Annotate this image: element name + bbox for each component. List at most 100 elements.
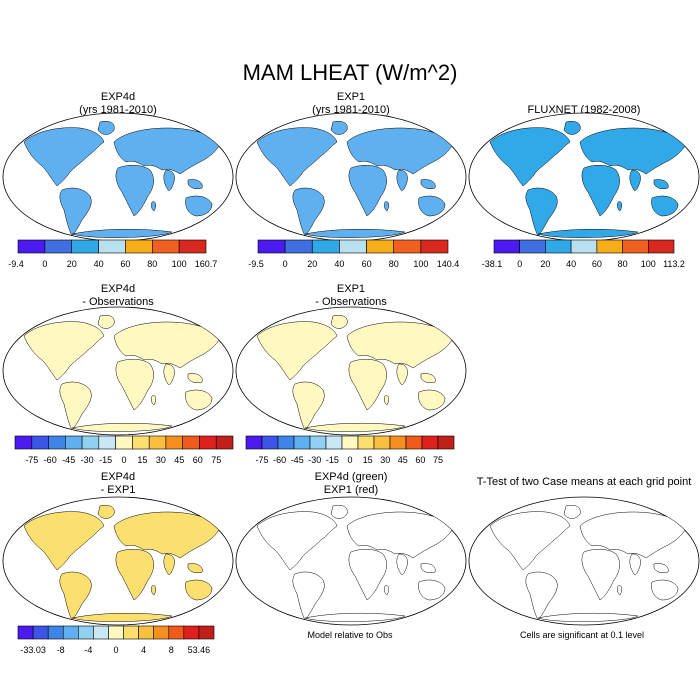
panel-title-exp1-minus-obs-0: EXP1 (337, 283, 365, 295)
colorbar-tick-label: 4 (141, 645, 146, 655)
colorbar-tick-label: 100 (172, 259, 187, 269)
panel-fluxnet: FLUXNET (1982-2008) -38.1 0 20 40 60 80 100 113.… (468, 104, 700, 269)
colorbar-swatch (152, 239, 180, 254)
colorbar-swatch (277, 435, 295, 450)
map-exp1-minus-obs (235, 306, 467, 436)
panel-title-exp1-1: (yrs 1981-2010) (312, 104, 390, 116)
colorbar-swatch (182, 435, 200, 450)
colorbar-tick-label: 0 (347, 455, 352, 465)
panel-exp4d: EXP4d(yrs 1981-2010) -9.4 0 20 40 60 80 100 160.… (2, 91, 234, 269)
colorbar-swatch (165, 435, 183, 450)
colorbar-swatch (98, 239, 126, 254)
colorbar-exp4d-minus-exp1: -33.03 -8 -4 0 4 8 53.46 (17, 625, 215, 655)
colorbar-swatch (183, 625, 200, 640)
colorbar-exp1: -9.5 0 20 40 60 80 100 140.4 (248, 239, 460, 269)
colorbar-swatch (62, 625, 79, 640)
colorbar-tick-label: 80 (618, 259, 628, 269)
colorbar-swatch (47, 625, 64, 640)
colorbar-swatch (138, 625, 155, 640)
colorbar-tick-label: 80 (389, 259, 399, 269)
colorbar-exp4d-minus-obs: -75 -60 -45 -30 -15 0 15 30 45 60 75 (14, 435, 234, 465)
map-t-test (468, 496, 700, 626)
colorbar-swatch (389, 435, 407, 450)
colorbar-swatch (168, 625, 185, 640)
panel-title-exp1-0: EXP1 (337, 91, 365, 103)
colorbar-tick-label: 53.46 (188, 645, 211, 655)
colorbar-swatch (148, 435, 167, 450)
colorbar-swatch (325, 435, 343, 450)
colorbar-tick-label: -4 (84, 645, 92, 655)
colorbar-tick-label: 30 (380, 455, 390, 465)
colorbar-tick-label: 30 (156, 455, 166, 465)
colorbar-swatch (647, 239, 675, 254)
colorbar-tick-label: 0 (517, 259, 522, 269)
colorbar-swatch (309, 435, 327, 450)
colorbar-tick-label: 15 (363, 455, 373, 465)
map-model-relative-to-obs (235, 496, 467, 626)
panel-title-exp1-minus-obs-1: - Observations (315, 296, 387, 308)
panel-title-exp4d-minus-obs-1: - Observations (82, 296, 154, 308)
panel-title-exp4d-minus-exp1-0: EXP4d (101, 471, 135, 483)
figure-title: MAM LHEAT (W/m^2) (243, 60, 458, 85)
colorbar-tick-label: -9.4 (8, 259, 24, 269)
map-exp1 (235, 112, 467, 242)
panel-title-t-test-0: T-Test of two Case means at each grid po… (477, 476, 692, 488)
colorbar-tick-label: 0 (42, 259, 47, 269)
colorbar-tick-label: -75 (25, 455, 38, 465)
colorbar-tick-label: 60 (592, 259, 602, 269)
map-exp4d-minus-exp1 (2, 496, 234, 626)
colorbar-swatch (98, 435, 116, 450)
colorbar-tick-label: 80 (147, 259, 157, 269)
colorbar-tick-label: 45 (398, 455, 408, 465)
colorbar-swatch (421, 435, 439, 450)
map-exp4d-minus-obs (2, 306, 234, 436)
colorbar-swatch (545, 239, 572, 254)
colorbar-swatch (123, 625, 139, 640)
colorbar-swatch (178, 239, 207, 254)
colorbar-swatch (570, 239, 598, 254)
colorbar-tick-label: -45 (62, 455, 75, 465)
colorbar-exp4d: -9.4 0 20 40 60 80 100 160.7 (8, 239, 217, 269)
colorbar-tick-label: -38.1 (482, 259, 503, 269)
panel-title-fluxnet-0: FLUXNET (1982-2008) (528, 104, 641, 116)
colorbar-swatch (357, 435, 375, 450)
colorbar-swatch (622, 239, 649, 254)
panel-exp4d-minus-obs: EXP4d- Observations -75 -60 -45 -30 -15 0 15 30 4… (2, 283, 234, 465)
colorbar-tick-label: 100 (641, 259, 656, 269)
colorbar-exp1-minus-obs: -75 -60 -45 -30 -15 0 15 30 45 60 75 (245, 435, 455, 465)
colorbar-swatch (108, 625, 124, 640)
colorbar-swatch (81, 435, 100, 450)
colorbar-swatch (31, 435, 49, 450)
colorbar-swatch (93, 625, 109, 640)
colorbar-tick-label: 40 (94, 259, 104, 269)
colorbar-tick-label: -30 (81, 455, 94, 465)
colorbar-tick-label: 20 (307, 259, 317, 269)
colorbar-tick-label: 20 (67, 259, 77, 269)
colorbar-swatch (198, 625, 215, 640)
panel-grid: EXP4d(yrs 1981-2010)-9.4 0 20 40 60 80 100 160.… (2, 91, 700, 655)
colorbar-tick-label: 0 (113, 645, 118, 655)
colorbar-swatch (17, 239, 46, 254)
colorbar-tick-label: 60 (193, 455, 203, 465)
colorbar-tick-label: -45 (291, 455, 304, 465)
colorbar-tick-label: 140.4 (437, 259, 460, 269)
colorbar-tick-label: 60 (362, 259, 372, 269)
colorbar-tick-label: 0 (121, 455, 126, 465)
colorbar-swatch (125, 239, 153, 254)
panel-title-exp4d-1: (yrs 1981-2010) (79, 104, 157, 116)
panel-caption-t-test: Cells are significant at 0.1 level (520, 630, 644, 640)
colorbar-swatch (257, 239, 286, 254)
colorbar-tick-label: 60 (415, 455, 425, 465)
colorbar-tick-label: 0 (283, 259, 288, 269)
colorbar-tick-label: 15 (137, 455, 147, 465)
colorbar-swatch (32, 625, 49, 640)
colorbar-tick-label: -60 (273, 455, 286, 465)
panel-title-model-relative-to-obs-0: EXP4d (green) (315, 471, 388, 483)
colorbar-swatch (115, 435, 133, 450)
colorbar-tick-label: -15 (99, 455, 112, 465)
colorbar-tick-label: 20 (540, 259, 550, 269)
colorbar-tick-label: 40 (566, 259, 576, 269)
colorbar-swatch (132, 435, 150, 450)
colorbar-swatch (437, 435, 455, 450)
colorbar-tick-label: -15 (326, 455, 339, 465)
